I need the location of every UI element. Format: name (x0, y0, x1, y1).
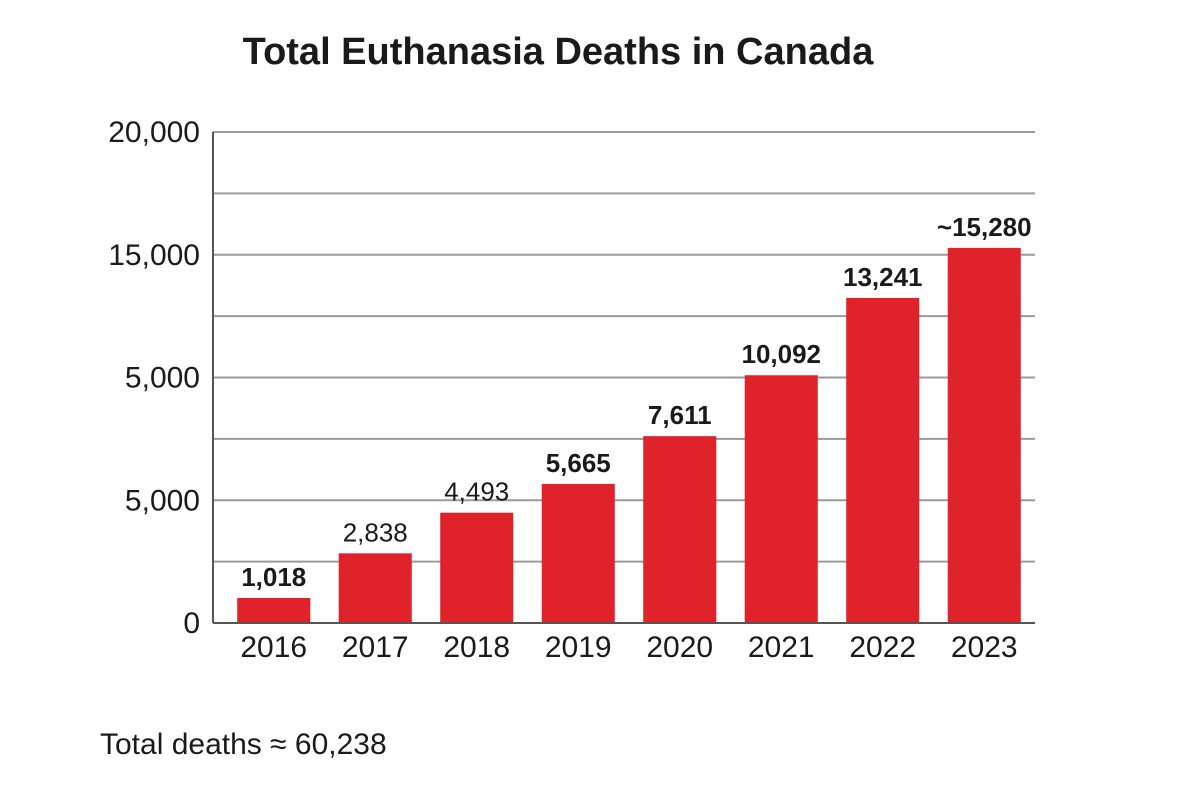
bar-2018 (440, 512, 514, 623)
y-tick-label: 15,000 (108, 239, 200, 272)
bar-2023 (947, 247, 1021, 623)
gridlines (213, 131, 1035, 563)
data-label-2020: 7,611 (648, 400, 712, 430)
bar-2021 (744, 375, 818, 623)
bar-2019 (541, 483, 615, 623)
data-label-2016: 1,018 (241, 562, 306, 592)
bar-2016 (237, 598, 311, 623)
y-tick-label: 20,000 (108, 116, 200, 149)
data-labels: 1,018 2,838 4,493 5,665 7,611 10,092 13,241 ~15… (241, 212, 1031, 592)
bar-2022 (846, 297, 920, 623)
y-tick-label: 0 (183, 607, 200, 640)
bars (237, 247, 1021, 623)
bar-2020 (643, 436, 717, 623)
y-tick-label: 5,000 (125, 362, 200, 395)
data-label-2019: 5,665 (546, 448, 611, 478)
total-deaths-note: Total deaths ≈ 60,238 (100, 728, 387, 761)
data-label-2017: 2,838 (343, 517, 408, 547)
x-tick-label: 2022 (849, 631, 916, 664)
x-tick-label: 2021 (748, 631, 815, 664)
x-tick-label: 2018 (443, 631, 510, 664)
bar-2017 (338, 553, 412, 623)
data-label-2018: 4,493 (444, 477, 509, 507)
data-label-2022: 13,241 (843, 262, 923, 292)
x-tick-label: 2016 (240, 631, 307, 664)
x-tick-label: 2020 (646, 631, 713, 664)
x-tick-label: 2017 (342, 631, 409, 664)
y-axis-ticks: 0 5,000 5,000 15,000 20,000 (108, 116, 200, 640)
y-tick-label: 5,000 (125, 484, 200, 517)
chart-title: Total Euthanasia Deaths in Canada (243, 31, 875, 73)
data-label-2021: 10,092 (741, 339, 821, 369)
x-tick-label: 2023 (951, 631, 1018, 664)
data-label-2023: ~15,280 (937, 212, 1032, 242)
x-axis-ticks: 2016 2017 2018 2019 2020 2021 2022 2023 (240, 631, 1017, 664)
x-tick-label: 2019 (545, 631, 612, 664)
